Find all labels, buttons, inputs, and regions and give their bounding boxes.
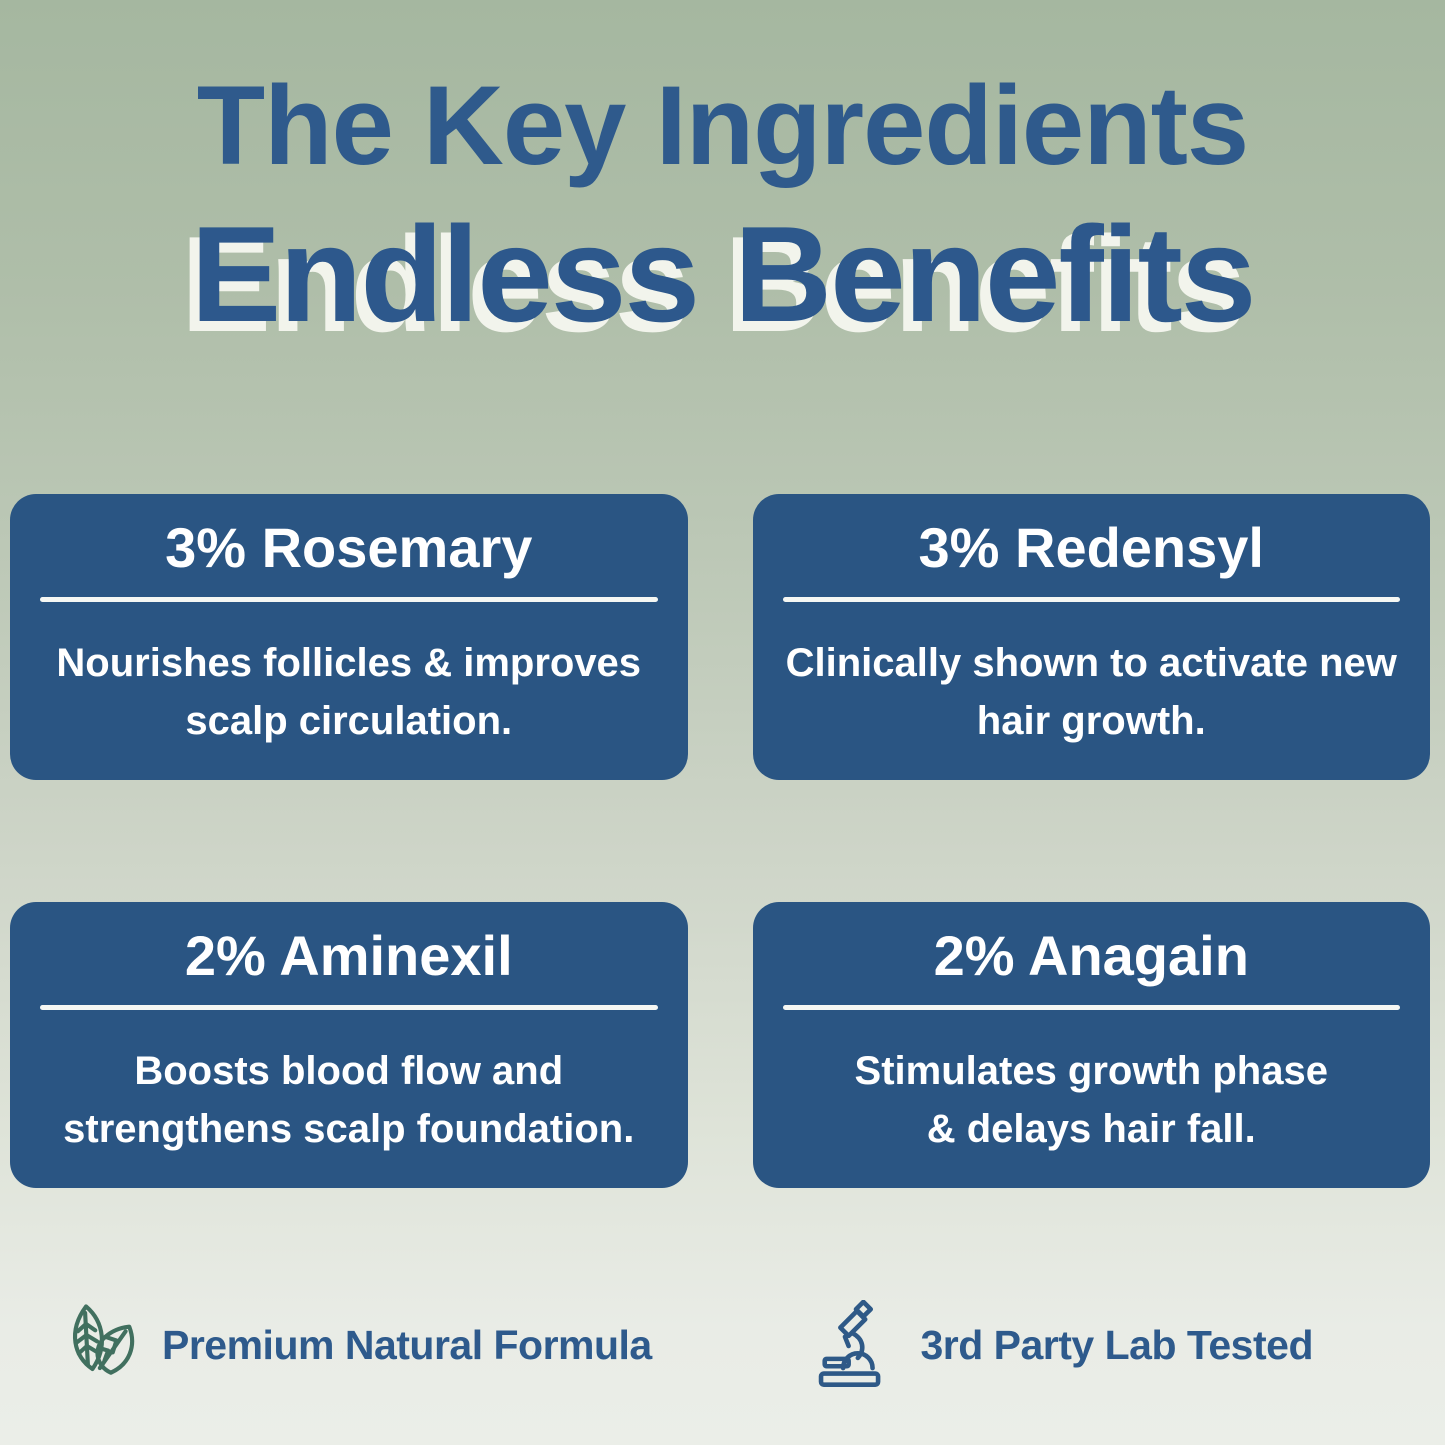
card-description: Boosts blood flow and strengthens scalp … bbox=[10, 1042, 688, 1158]
card-title: 3% Rosemary bbox=[165, 515, 533, 579]
card-description-line1: Boosts blood flow and bbox=[134, 1048, 564, 1093]
card-divider bbox=[782, 596, 1400, 602]
card-description: Stimulates growth phase & delays hair fa… bbox=[753, 1042, 1431, 1158]
lab-tested-label: 3rd Party Lab Tested bbox=[920, 1322, 1313, 1369]
card-divider bbox=[40, 1004, 658, 1010]
page-header: The Key Ingredients Endless Benefits bbox=[0, 0, 1445, 346]
ingredient-card-redensyl: 3% Redensyl Clinically shown to activate… bbox=[752, 493, 1431, 780]
card-description-line2: scalp circulation. bbox=[185, 698, 513, 743]
ingredient-cards-grid: 3% Rosemary Nourishes follicles & improv… bbox=[0, 493, 1445, 1188]
card-description-line1: Clinically shown to activate new bbox=[785, 640, 1397, 685]
card-description-line2: strengthens scalp foundation. bbox=[63, 1106, 635, 1151]
footer: Premium Natural Formula 3rd Party Lab Te… bbox=[0, 1299, 1445, 1392]
card-description: Clinically shown to activate new hair gr… bbox=[753, 634, 1431, 750]
card-title: 2% Anagain bbox=[933, 923, 1249, 987]
card-description-line1: Nourishes follicles & improves bbox=[56, 640, 642, 685]
card-description: Nourishes follicles & improves scalp cir… bbox=[10, 634, 688, 750]
card-description-line2: hair growth. bbox=[976, 698, 1206, 743]
card-description-line1: Stimulates growth phase bbox=[854, 1048, 1328, 1093]
microscope-icon bbox=[819, 1299, 881, 1387]
ingredient-card-rosemary: 3% Rosemary Nourishes follicles & improv… bbox=[10, 493, 688, 780]
card-divider bbox=[40, 596, 658, 602]
ingredient-card-anagain: 2% Anagain Stimulates growth phase & del… bbox=[752, 901, 1431, 1188]
card-description-line2: & delays hair fall. bbox=[926, 1106, 1256, 1151]
footer-badge-premium: Premium Natural Formula bbox=[52, 1300, 652, 1392]
ingredient-card-aminexil: 2% Aminexil Boosts blood flow and streng… bbox=[10, 901, 688, 1188]
page-title-line2: Endless Benefits bbox=[190, 197, 1257, 350]
card-title: 2% Aminexil bbox=[184, 923, 513, 987]
page-title-line1: The Key Ingredients bbox=[196, 63, 1249, 188]
card-title: 3% Redensyl bbox=[918, 515, 1265, 579]
card-divider bbox=[782, 1004, 1400, 1010]
premium-formula-label: Premium Natural Formula bbox=[162, 1322, 652, 1369]
leaf-icon bbox=[73, 1303, 135, 1375]
footer-badge-lab: 3rd Party Lab Tested bbox=[810, 1299, 1313, 1392]
